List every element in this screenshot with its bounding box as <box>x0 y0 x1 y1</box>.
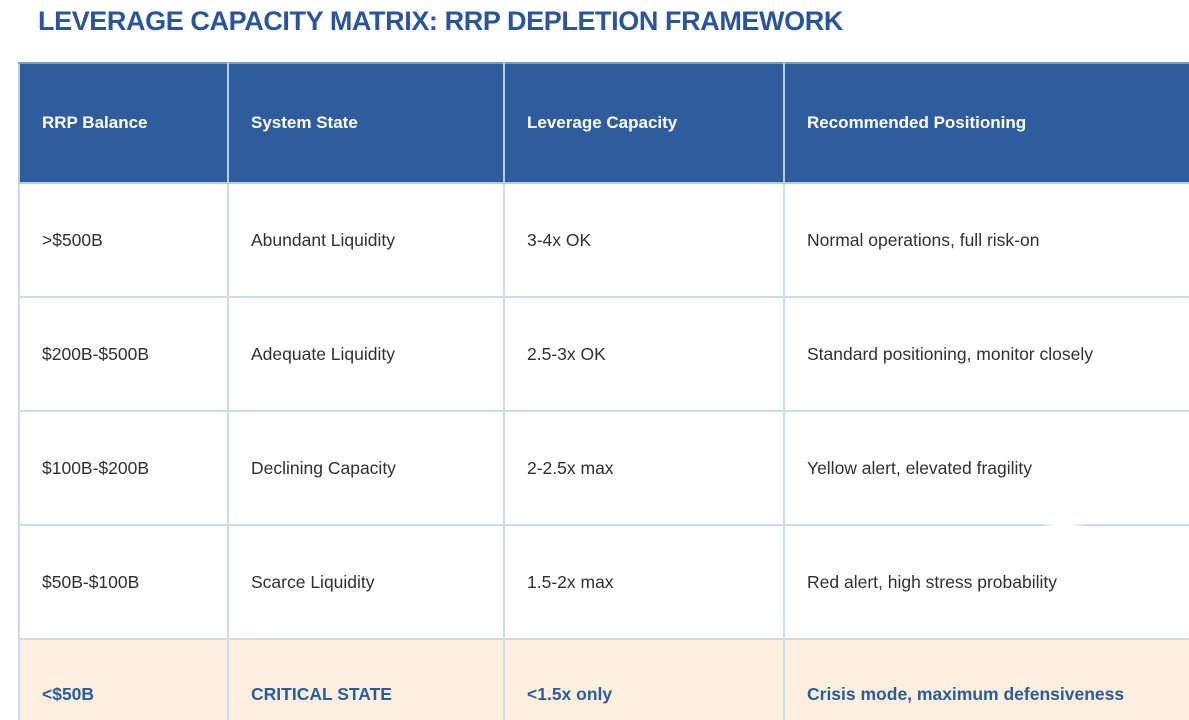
cell-recommended-positioning: Standard positioning, monitor closely <box>783 296 1189 412</box>
cell-leverage-capacity: 2.5-3x OK <box>503 296 785 412</box>
table-body: >$500B Abundant Liquidity 3-4x OK Normal… <box>18 182 1189 720</box>
cell-system-state: CRITICAL STATE <box>227 638 505 720</box>
header-system-state: System State <box>227 62 505 184</box>
table-row: $200B-$500B Adequate Liquidity 2.5-3x OK… <box>18 296 1189 412</box>
table-row: $50B-$100B Scarce Liquidity 1.5-2x max R… <box>18 524 1189 640</box>
header-leverage-capacity: Leverage Capacity <box>503 62 785 184</box>
cell-leverage-capacity: 2-2.5x max <box>503 410 785 526</box>
cell-system-state: Abundant Liquidity <box>227 182 505 298</box>
cell-system-state: Declining Capacity <box>227 410 505 526</box>
table-row: >$500B Abundant Liquidity 3-4x OK Normal… <box>18 182 1189 298</box>
header-recommended-positioning: Recommended Positioning <box>783 62 1189 184</box>
leverage-capacity-table: RRP Balance System State Leverage Capaci… <box>18 62 1189 720</box>
cell-system-state: Adequate Liquidity <box>227 296 505 412</box>
cell-recommended-positioning: Red alert, high stress probability <box>783 524 1189 640</box>
cell-recommended-positioning: Crisis mode, maximum defensiveness <box>783 638 1189 720</box>
table-row-critical: <$50B CRITICAL STATE <1.5x only Crisis m… <box>18 638 1189 720</box>
cell-leverage-capacity: <1.5x only <box>503 638 785 720</box>
cell-rrp-balance: <$50B <box>18 638 229 720</box>
cell-leverage-capacity: 3-4x OK <box>503 182 785 298</box>
cell-rrp-balance: >$500B <box>18 182 229 298</box>
cell-rrp-balance: $100B-$200B <box>18 410 229 526</box>
cell-recommended-positioning: Normal operations, full risk-on <box>783 182 1189 298</box>
page-title: LEVERAGE CAPACITY MATRIX: RRP DEPLETION … <box>38 6 843 36</box>
table-row: $100B-$200B Declining Capacity 2-2.5x ma… <box>18 410 1189 526</box>
cell-rrp-balance: $50B-$100B <box>18 524 229 640</box>
table-header-row: RRP Balance System State Leverage Capaci… <box>18 62 1189 184</box>
cell-leverage-capacity: 1.5-2x max <box>503 524 785 640</box>
cell-system-state: Scarce Liquidity <box>227 524 505 640</box>
cell-rrp-balance: $200B-$500B <box>18 296 229 412</box>
table-header: RRP Balance System State Leverage Capaci… <box>18 62 1189 184</box>
header-rrp-balance: RRP Balance <box>18 62 229 184</box>
cell-recommended-positioning: Yellow alert, elevated fragility <box>783 410 1189 526</box>
